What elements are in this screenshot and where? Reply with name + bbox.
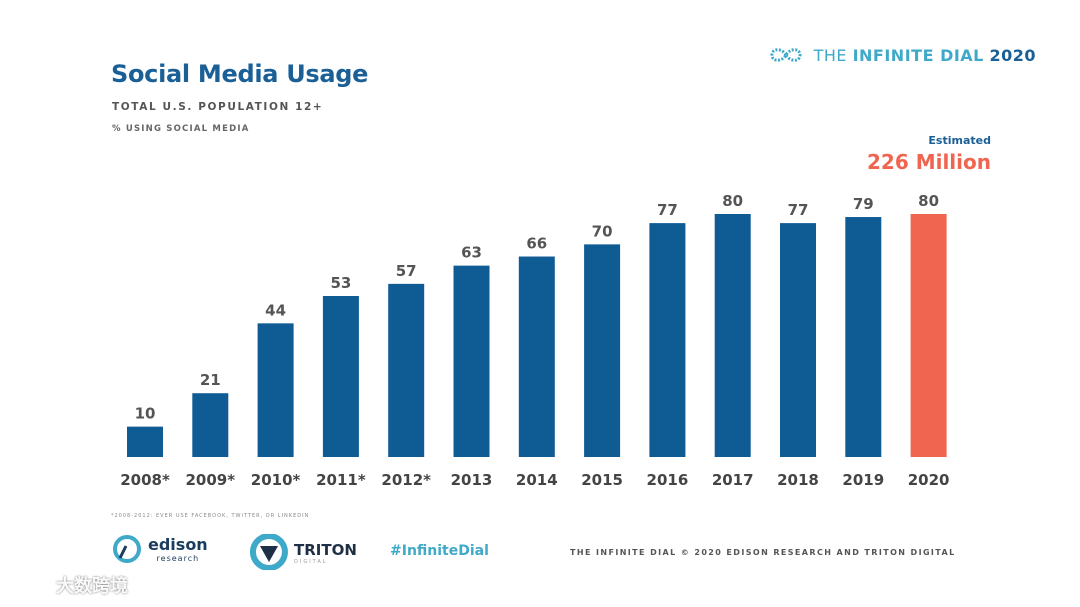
estimated-label: Estimated	[928, 134, 991, 147]
bar-2012	[388, 283, 425, 457]
bar-2009	[192, 393, 229, 457]
brand-name: INFINITE DIAL	[852, 45, 984, 65]
triton-logo-icon	[250, 534, 288, 570]
x-tick-label: 2015	[581, 471, 623, 489]
x-tick-label: 2010*	[251, 471, 301, 489]
bar-2020	[910, 214, 947, 457]
infinity-icon	[770, 48, 802, 62]
bar-2008	[127, 426, 163, 457]
triton-logo: TRITON DIGITAL	[250, 534, 357, 570]
x-tick-label: 2011*	[316, 471, 366, 489]
measure-note: % USING SOCIAL MEDIA	[112, 124, 250, 134]
watermark: 大数跨境	[10, 572, 128, 598]
x-tick-label: 2017	[712, 471, 754, 489]
data-label: 21	[200, 371, 221, 389]
data-label: 77	[657, 201, 678, 219]
edison-logo-sub: research	[156, 554, 200, 563]
bar-2017	[714, 214, 751, 457]
x-tick-label: 2014	[516, 471, 558, 489]
data-label: 80	[918, 192, 939, 210]
estimated-value: 226 Million	[866, 150, 991, 174]
data-label: 70	[592, 222, 613, 240]
bar-2018	[780, 223, 816, 457]
data-label: 66	[526, 235, 547, 253]
x-tick-label: 2013	[451, 471, 493, 489]
edison-logo: edison research	[112, 532, 208, 566]
x-tick-label: 2020	[908, 471, 950, 489]
copyright-footer: THE INFINITE DIAL © 2020 EDISON RESEARCH…	[570, 548, 956, 557]
brand-year: 2020	[989, 45, 1036, 65]
data-label: 57	[396, 262, 417, 280]
bar-2016	[649, 223, 686, 457]
bar-chart: 10 2008* 21 2009* 44 2010* 53 2011* 57 2012* 63 201…	[120, 192, 950, 489]
x-tick-label: 2019	[842, 471, 884, 489]
data-label: 63	[461, 244, 482, 262]
edison-logo-name: edison	[148, 535, 208, 554]
brand-prefix: THE	[813, 45, 853, 65]
chart-subtitle: TOTAL U.S. POPULATION 12+	[112, 101, 324, 113]
page-title: Social Media Usage	[111, 60, 369, 88]
edison-logo-icon	[113, 535, 141, 563]
hashtag: #InfiniteDial	[390, 543, 489, 559]
watermark-text: 大数跨境	[56, 576, 128, 597]
bar-2015	[584, 244, 621, 457]
data-label: 79	[853, 195, 874, 213]
bar-2019	[845, 217, 882, 457]
infinite-dial-brand: THE INFINITE DIAL 2020	[766, 44, 1036, 66]
x-tick-label: 2008*	[120, 471, 170, 489]
bar-2013	[453, 265, 490, 457]
data-label: 77	[788, 201, 809, 219]
x-tick-label: 2018	[777, 471, 819, 489]
watermark-icon	[11, 575, 47, 595]
x-tick-label: 2009*	[186, 471, 236, 489]
bar-2010	[257, 323, 294, 457]
x-tick-label: 2012*	[381, 471, 431, 489]
data-label: 53	[330, 274, 351, 292]
data-label: 44	[265, 301, 286, 319]
x-tick-label: 2016	[647, 471, 689, 489]
bar-2014	[518, 256, 555, 457]
triton-logo-name: TRITON	[294, 540, 357, 559]
bar-2011	[322, 296, 359, 457]
triton-logo-sub: DIGITAL	[294, 558, 328, 565]
data-label: 10	[135, 405, 156, 423]
footnote: *2008-2012: EVER USE FACEBOOK, TWITTER, …	[111, 513, 310, 519]
data-label: 80	[722, 192, 743, 210]
